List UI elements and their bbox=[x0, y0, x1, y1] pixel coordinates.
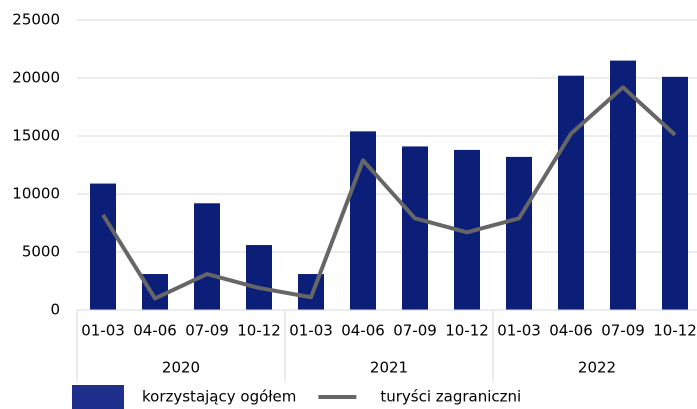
bar bbox=[662, 76, 688, 310]
y-tick-label: 5000 bbox=[22, 243, 60, 261]
legend-label: korzystający ogółem bbox=[142, 388, 296, 406]
bar bbox=[558, 75, 584, 311]
y-tick-label: 10000 bbox=[12, 185, 60, 203]
legend-swatch bbox=[72, 385, 124, 409]
bar bbox=[350, 131, 376, 310]
y-tick-label: 20000 bbox=[12, 69, 60, 87]
x-tick-label: 07-09 bbox=[601, 322, 645, 340]
x-tick-label: 10-12 bbox=[237, 322, 281, 340]
x-tick-label: 10-12 bbox=[653, 322, 697, 340]
x-tick-label: 01-03 bbox=[289, 322, 333, 340]
x-tick-label: 07-09 bbox=[393, 322, 437, 340]
bar bbox=[610, 60, 636, 310]
bar bbox=[506, 156, 532, 310]
y-tick-label: 0 bbox=[50, 301, 60, 319]
x-tick-label: 04-06 bbox=[133, 322, 177, 340]
line bbox=[101, 85, 677, 301]
bar bbox=[142, 274, 168, 310]
y-tick-label: 25000 bbox=[12, 11, 60, 29]
x-tick-label: 01-03 bbox=[497, 322, 541, 340]
bar bbox=[402, 146, 428, 310]
bar bbox=[246, 245, 272, 310]
bar bbox=[194, 203, 220, 310]
x-tick-label: 07-09 bbox=[185, 322, 229, 340]
bar bbox=[90, 183, 116, 310]
x-tick-label: 04-06 bbox=[549, 322, 593, 340]
x-tick-label: 10-12 bbox=[445, 322, 489, 340]
y-tick-label: 15000 bbox=[12, 127, 60, 145]
legend-label: turyści zagraniczni bbox=[380, 388, 521, 406]
x-tick-label: 04-06 bbox=[341, 322, 385, 340]
group-label: 2020 bbox=[162, 359, 200, 377]
x-tick-label: 01-03 bbox=[81, 322, 125, 340]
group-label: 2022 bbox=[578, 359, 616, 377]
group-label: 2021 bbox=[370, 359, 408, 377]
